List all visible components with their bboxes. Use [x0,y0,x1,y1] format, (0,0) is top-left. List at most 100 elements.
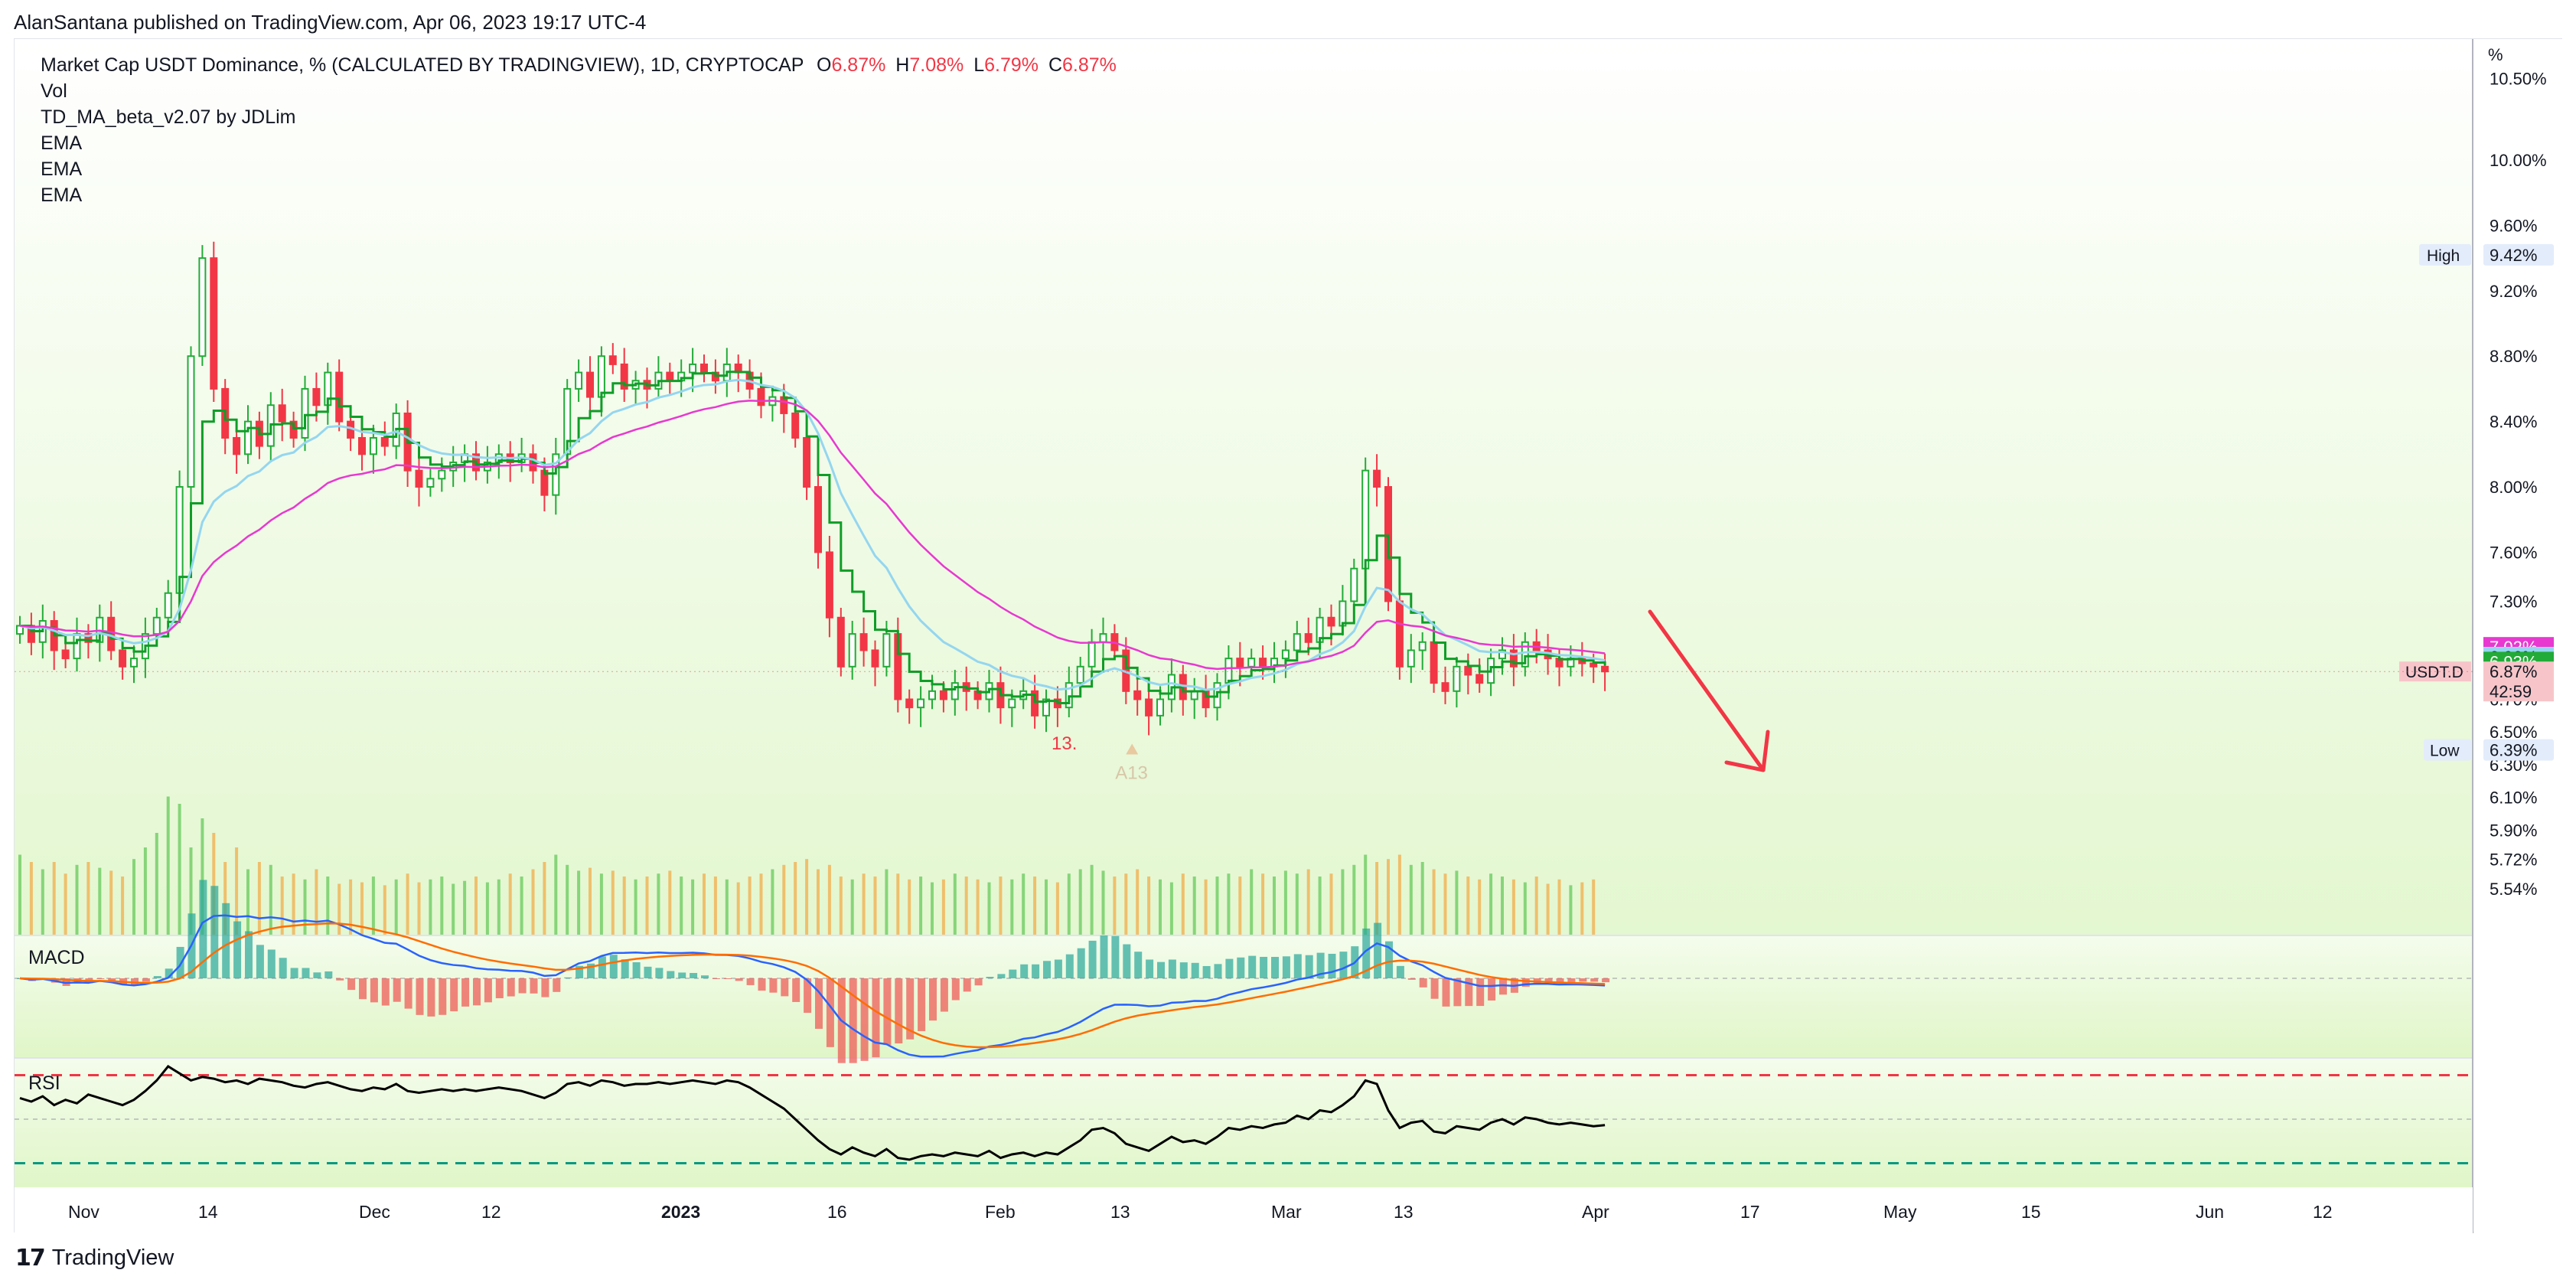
x-tick-label: Jun [2196,1202,2224,1222]
volume-bar [394,879,398,935]
volume-bar [201,818,204,935]
macd-histogram-bar [1453,978,1462,1007]
indicator-ema-2[interactable]: EMA [41,158,83,180]
candle-body [1076,665,1084,684]
volume-bar [1113,877,1117,935]
macd-histogram-bar [1282,956,1290,978]
indicator-td-ma[interactable]: TD_MA_beta_v2.07 by JDLim [41,106,296,128]
macd-histogram-bar [1430,978,1439,999]
candle-body [1327,616,1335,627]
candle-body [152,616,161,635]
candle-body [73,633,81,660]
x-tick-label: 16 [827,1202,847,1222]
volume-bar [1238,877,1242,935]
volume-bar [1090,864,1094,935]
close-label: C [1048,54,1063,76]
volume-bar [941,879,945,935]
candle-body [700,363,708,374]
high-value: 9.42% [2490,246,2537,265]
macd-histogram-bar [1407,978,1416,980]
macd-histogram-bar [1556,978,1564,984]
volume-bar [463,880,467,935]
candle-body [426,478,435,488]
candle-body [928,690,936,700]
volume-bar [360,882,364,935]
macd-histogram-bar [370,978,378,1003]
volume-bar [1580,882,1584,935]
volume-bar [1432,869,1436,935]
volume-bar [1489,873,1493,935]
candle-body [1247,658,1256,668]
rsi-title[interactable]: RSI [28,1072,60,1094]
volume-bar [178,804,181,935]
x-tick-label: 17 [1740,1202,1760,1222]
macd-histogram-bar [826,978,834,1047]
candle-body [939,690,947,700]
volume-bar [691,879,695,935]
candle-body [415,469,423,488]
macd-histogram-bar [1146,959,1154,978]
volume-bar [1420,862,1424,935]
macd-title[interactable]: MACD [28,947,85,968]
volume-bar [132,859,135,935]
chart-canvas[interactable]: -0.01%-0.03%-0.03%-0.50% 75.0025.0046.63… [15,39,2563,1233]
volume-bar [349,879,353,935]
down-arrow-head-icon [1724,730,1770,772]
macd-histogram-bar [347,978,356,991]
volume-bar [919,877,923,935]
volume-bar [1318,877,1322,935]
macd-histogram-bar [860,978,869,1061]
volume-bar [52,862,56,935]
indicator-ema-3[interactable]: EMA [41,184,83,206]
candle-body [187,355,195,488]
volume-bar [520,877,523,935]
macd-histogram-bar [359,978,367,1000]
volume-bar [1124,873,1128,935]
a13-triangle-icon [1126,743,1139,755]
y-tick-label: 6.50% [2490,723,2537,742]
candle-body [814,486,822,553]
candle-body [689,363,697,374]
volume-bar [873,877,877,935]
volume-bar [1078,869,1082,935]
volume-bar [713,877,717,935]
tradingview-brand[interactable]: 𝟭𝟳 TradingView [15,1245,174,1272]
volume-bar [1341,869,1345,935]
macd-histogram-bar [279,958,287,978]
indicator-ema-1[interactable]: EMA [41,132,83,154]
volume-bar [121,877,125,935]
low-label: Low [2430,743,2460,760]
candle-body [164,592,172,619]
volume-bar [1181,873,1185,935]
candle-body [210,257,218,390]
volume-bar [645,877,649,935]
candle-body [1601,665,1609,673]
time-axis-bg [15,1187,2473,1233]
volume-bar [668,870,672,935]
x-tick-label: 13 [1394,1202,1414,1222]
high-label: High [2427,247,2460,265]
macd-histogram-bar [1339,952,1348,978]
chart-frame[interactable]: -0.01%-0.03%-0.03%-0.50% 75.0025.0046.63… [14,38,2563,1233]
volume-bar [75,864,79,935]
macd-histogram-bar [701,975,709,978]
x-tick-label: 13 [1110,1202,1130,1222]
candle-body [278,404,286,423]
macd-histogram-bar [1396,965,1404,978]
candle-body [244,420,252,455]
volume-bar [531,869,535,935]
volume-bar [1250,869,1254,935]
macd-histogram-bar [632,962,641,978]
y-tick-label: 5.54% [2490,880,2537,899]
volume-bar [1033,877,1037,935]
candle-body [575,371,583,390]
macd-histogram-bar [1077,948,1085,978]
volume-bar [1067,873,1071,935]
indicator-vol[interactable]: Vol [41,80,67,102]
volume-bar [1329,873,1333,935]
volume-bar [931,882,934,935]
volume-bar [794,862,797,935]
price-axis: % 10.50% 10.00% 9.60% 9.20% 8.80% 8.40% 8.00% 7.… [15,39,2563,1233]
macd-pane-bg [15,936,2473,1057]
x-tick-label: Mar [1271,1202,1302,1222]
